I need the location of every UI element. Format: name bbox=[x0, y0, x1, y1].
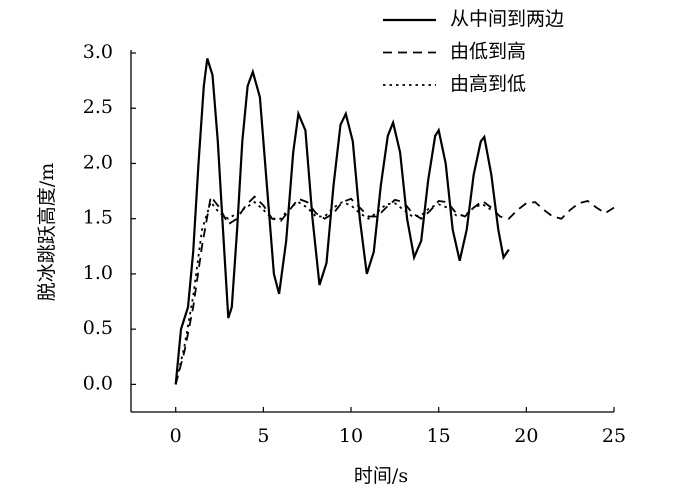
y-tick-label: 2.0 bbox=[83, 151, 113, 173]
data-line bbox=[174, 58, 510, 385]
y-tick-label: 1.5 bbox=[83, 207, 113, 229]
y-tick-label: 1.0 bbox=[83, 262, 113, 284]
x-tick-label: 10 bbox=[339, 425, 363, 447]
data-line bbox=[174, 194, 615, 385]
y-axis-label: 脱冰跳跃高度/m bbox=[36, 163, 58, 301]
legend-label: 从中间到两边 bbox=[450, 8, 564, 30]
y-tick-label: 2.5 bbox=[83, 96, 113, 118]
x-tick-label: 20 bbox=[514, 425, 538, 447]
x-tick-label: 25 bbox=[602, 425, 626, 447]
x-tick-label: 15 bbox=[427, 425, 451, 447]
legend-label: 由高到低 bbox=[450, 73, 526, 95]
y-tick-label: 0.0 bbox=[83, 372, 113, 394]
data-line bbox=[174, 200, 492, 385]
x-tick-label: 0 bbox=[170, 425, 182, 447]
y-tick-label: 0.5 bbox=[83, 317, 113, 339]
x-axis-label: 时间/s bbox=[354, 465, 408, 487]
y-tick-label: 3.0 bbox=[83, 41, 113, 63]
x-tick-label: 5 bbox=[257, 425, 269, 447]
legend-label: 由低到高 bbox=[450, 41, 526, 63]
